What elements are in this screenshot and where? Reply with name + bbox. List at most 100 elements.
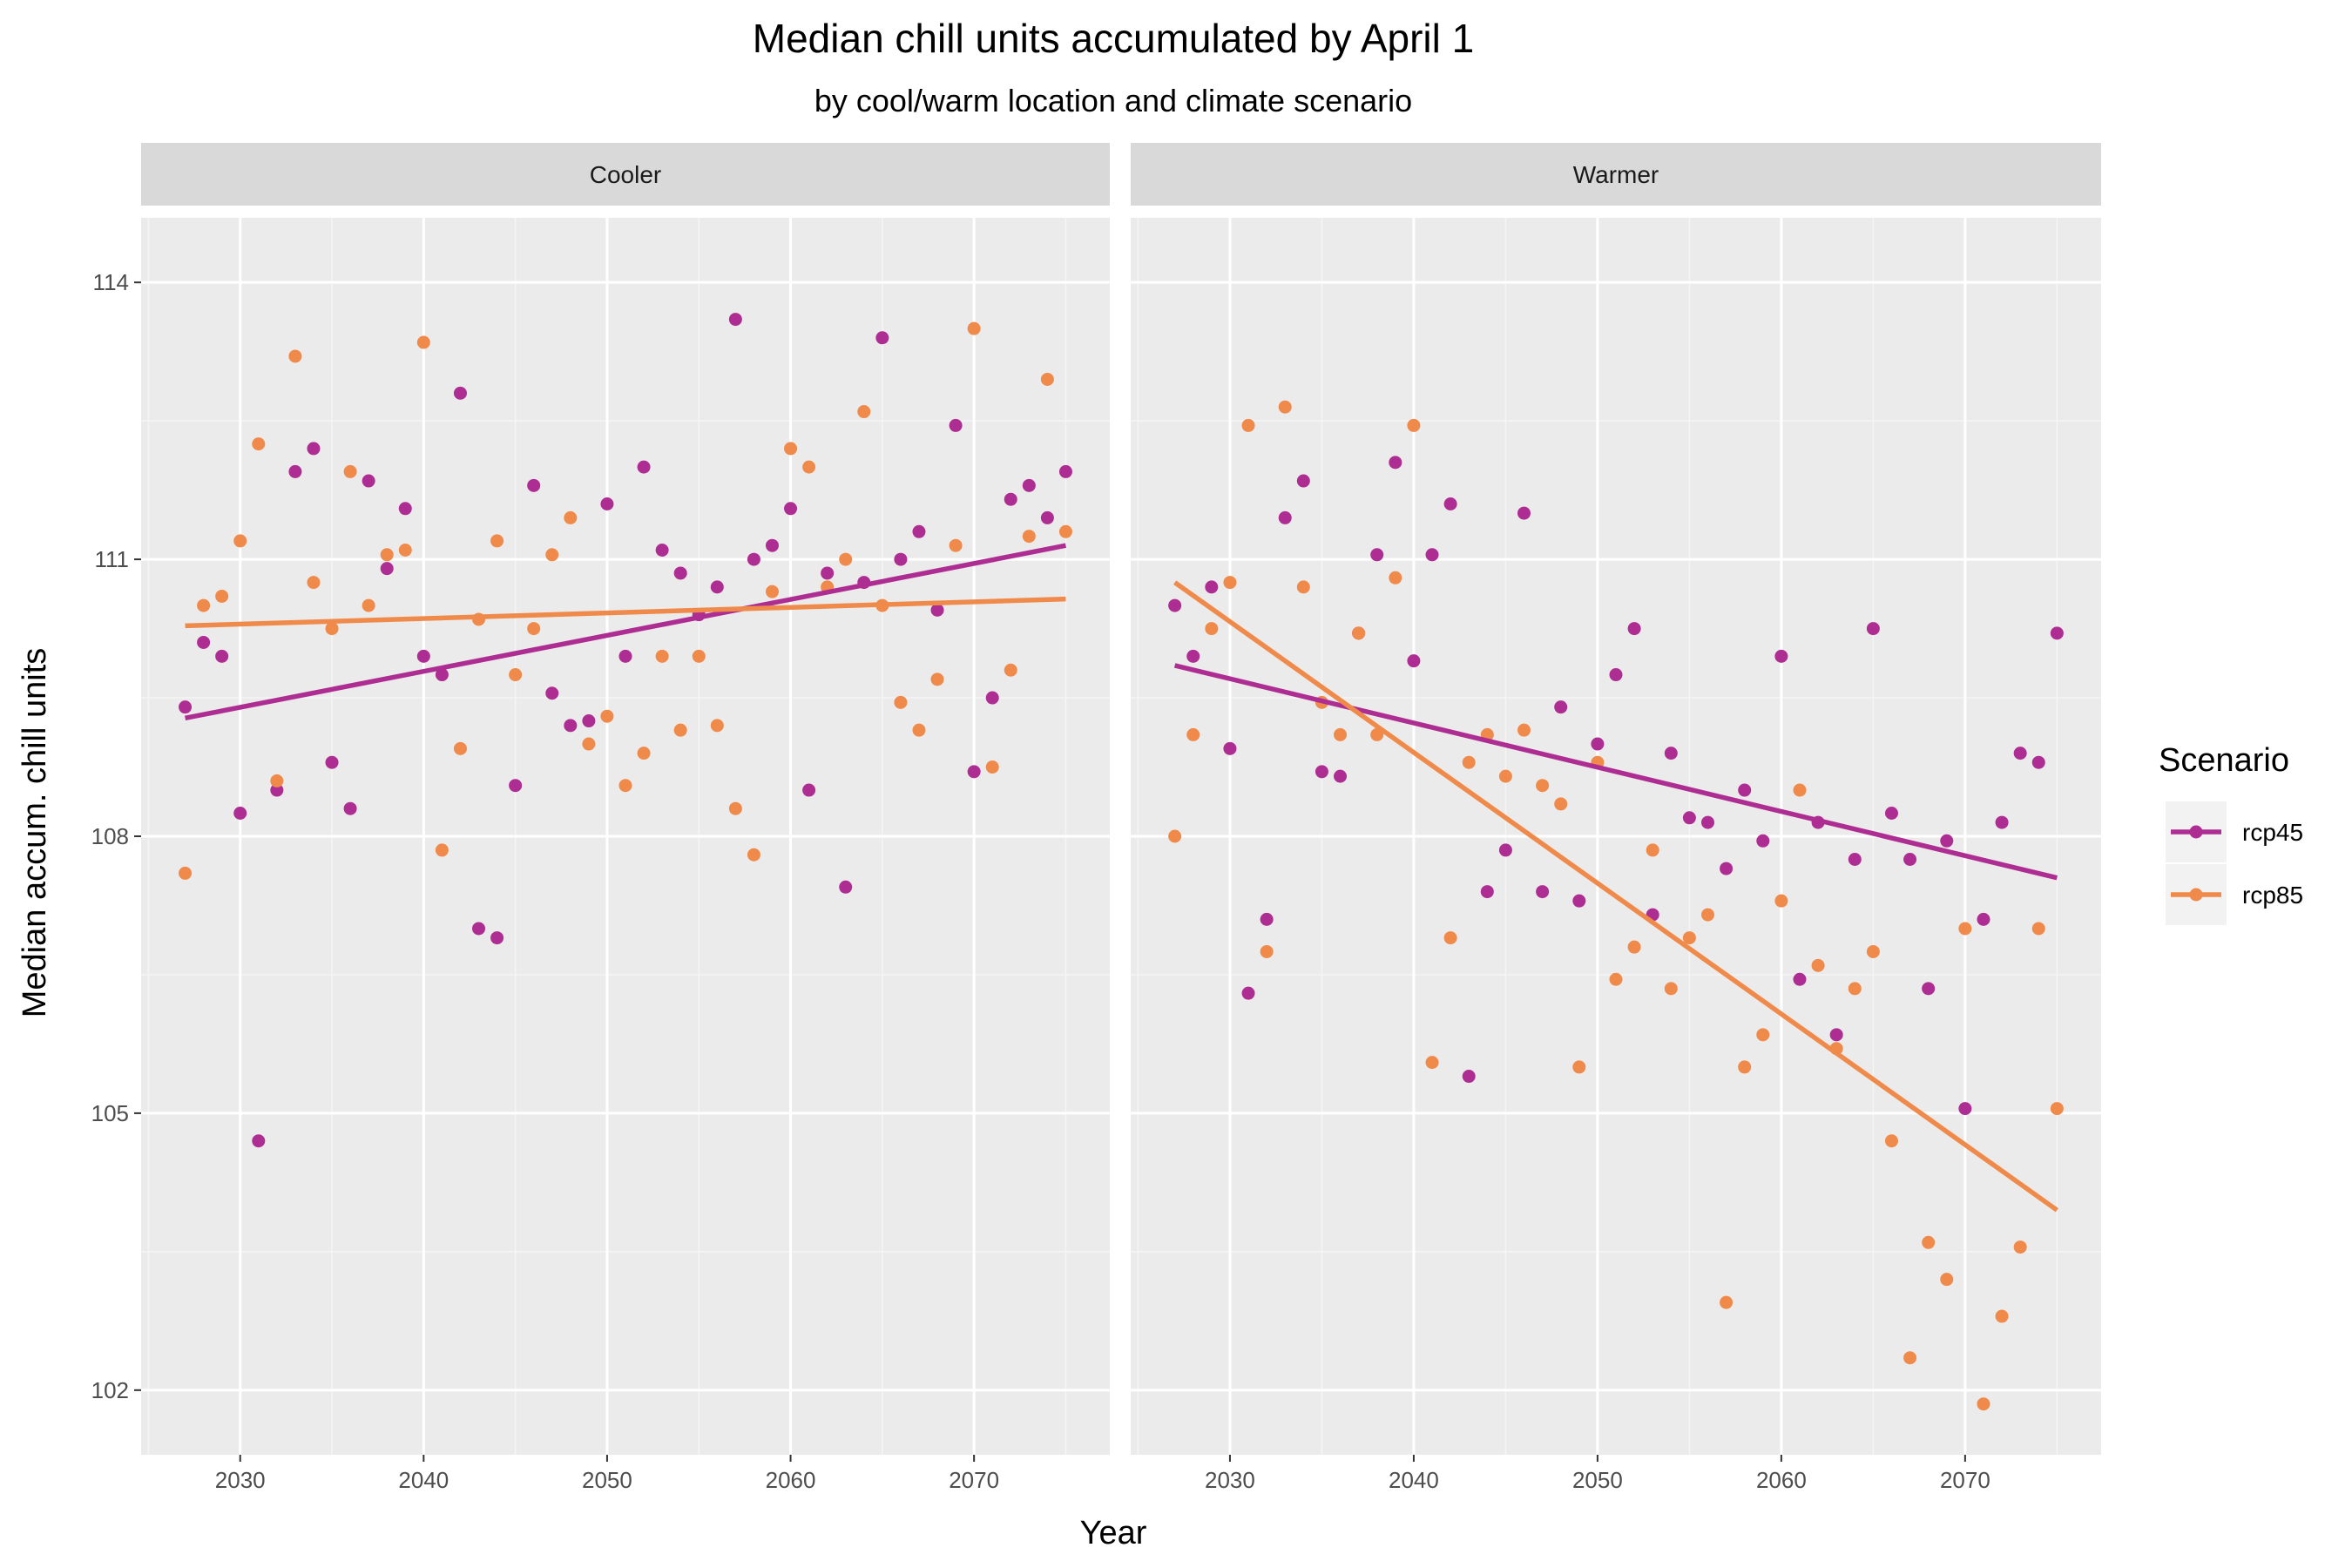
data-point-rcp45: [1334, 769, 1348, 783]
x-tick-label: 2070: [949, 1467, 999, 1493]
x-tick-label: 2030: [215, 1467, 266, 1493]
data-point-rcp85: [509, 668, 523, 682]
x-tick-label: 2050: [1572, 1467, 1623, 1493]
data-point-rcp45: [1664, 747, 1678, 760]
legend-entries: rcp45 rcp85: [2166, 801, 2303, 925]
trend-line-rcp85: [1173, 580, 2058, 1213]
data-point-rcp85: [1940, 1273, 1954, 1287]
data-point-rcp85: [416, 335, 430, 349]
data-point-rcp45: [1977, 912, 1990, 926]
data-point-rcp45: [1756, 834, 1770, 848]
data-point-rcp45: [637, 460, 651, 474]
data-point-rcp85: [728, 801, 742, 815]
data-point-rcp45: [1498, 843, 1512, 857]
data-point-rcp45: [2031, 755, 2045, 769]
data-point-rcp45: [839, 880, 853, 894]
data-point-rcp85: [600, 709, 614, 723]
data-point-rcp45: [435, 668, 449, 682]
data-point-rcp45: [1738, 783, 1752, 797]
data-point-rcp45: [875, 331, 889, 345]
data-point-rcp85: [1425, 1056, 1439, 1070]
data-point-rcp45: [728, 313, 742, 327]
data-point-rcp45: [894, 552, 908, 566]
data-point-rcp85: [1517, 723, 1531, 737]
data-point-rcp45: [1848, 852, 1862, 866]
data-point-rcp85: [1260, 944, 1274, 958]
facet-panel-warmer: Warmer 2030 2040 2050 2060 2070: [1131, 143, 2101, 1493]
data-point-rcp45: [1443, 497, 1457, 511]
data-point-rcp85: [398, 543, 412, 557]
data-point-rcp85: [1168, 829, 1182, 843]
x-tick-label: 2030: [1205, 1467, 1255, 1493]
data-point-rcp45: [1241, 986, 1255, 1000]
y-tick-label: 114: [93, 269, 129, 295]
data-point-rcp85: [1664, 982, 1678, 996]
data-point-rcp45: [343, 801, 357, 815]
legend-entry-rcp85: rcp85: [2166, 864, 2303, 925]
data-point-rcp85: [343, 464, 357, 478]
data-point-rcp85: [1682, 931, 1696, 945]
data-point-rcp85: [564, 510, 578, 524]
data-point-rcp45: [1370, 548, 1384, 562]
data-point-rcp85: [765, 585, 779, 598]
data-point-rcp85: [1462, 755, 1476, 769]
legend-title: Scenario: [2159, 742, 2289, 779]
legend-label: rcp45: [2242, 819, 2303, 846]
legend-key-point: [2189, 825, 2203, 839]
data-point-rcp85: [802, 460, 816, 474]
data-point-rcp85: [839, 552, 853, 566]
data-point-rcp45: [197, 635, 211, 649]
data-point-rcp85: [1278, 400, 1292, 414]
x-axis-title: Year: [1080, 1515, 1147, 1551]
data-point-rcp85: [1389, 571, 1402, 585]
data-point-rcp85: [1352, 626, 1366, 640]
data-point-rcp45: [2050, 626, 2064, 640]
data-point-rcp85: [747, 848, 760, 862]
data-point-rcp45: [912, 524, 926, 538]
data-point-rcp85: [1848, 982, 1862, 996]
data-point-rcp85: [1536, 779, 1550, 793]
data-point-rcp85: [1186, 727, 1200, 741]
data-point-rcp85: [784, 442, 798, 456]
data-point-rcp85: [215, 589, 229, 603]
data-point-rcp85: [582, 737, 596, 751]
data-point-rcp45: [1168, 598, 1182, 612]
y-axis-title: Median accum. chill units: [17, 648, 53, 1018]
data-point-rcp85: [1040, 372, 1054, 386]
data-point-rcp45: [1554, 700, 1568, 714]
series-rcp45: [1168, 456, 2064, 1116]
trend-line-rcp45: [185, 543, 1066, 721]
data-point-rcp45: [527, 478, 541, 492]
data-point-rcp45: [1572, 894, 1586, 908]
data-point-rcp85: [1498, 769, 1512, 783]
data-point-rcp85: [252, 437, 266, 451]
data-point-rcp45: [380, 562, 394, 576]
data-point-rcp45: [1389, 456, 1402, 470]
data-point-rcp45: [1627, 622, 1641, 636]
data-point-rcp85: [490, 534, 504, 548]
data-point-rcp45: [1517, 506, 1531, 520]
data-point-rcp45: [1278, 510, 1292, 524]
data-point-rcp45: [1315, 765, 1328, 779]
trend-line-rcp45: [1173, 663, 2058, 881]
data-point-rcp45: [472, 922, 486, 936]
data-point-rcp45: [1591, 737, 1605, 751]
data-point-rcp85: [1884, 1134, 1898, 1148]
data-point-rcp85: [1866, 944, 1880, 958]
data-point-rcp45: [784, 502, 798, 516]
data-point-rcp85: [655, 649, 669, 663]
legend-entry-rcp45: rcp45: [2166, 801, 2303, 862]
data-point-rcp85: [1720, 1295, 1734, 1309]
data-point-rcp85: [270, 774, 284, 787]
data-point-rcp45: [1866, 622, 1880, 636]
data-point-rcp45: [233, 807, 247, 821]
data-point-rcp85: [2013, 1240, 2027, 1254]
x-tick-label: 2040: [398, 1467, 449, 1493]
data-point-rcp45: [1793, 972, 1807, 986]
data-point-rcp45: [802, 783, 816, 797]
data-point-rcp85: [1700, 908, 1714, 922]
data-point-rcp85: [1811, 958, 1825, 972]
data-point-rcp85: [1646, 843, 1659, 857]
data-point-rcp45: [1186, 649, 1200, 663]
data-point-rcp45: [1884, 807, 1898, 821]
